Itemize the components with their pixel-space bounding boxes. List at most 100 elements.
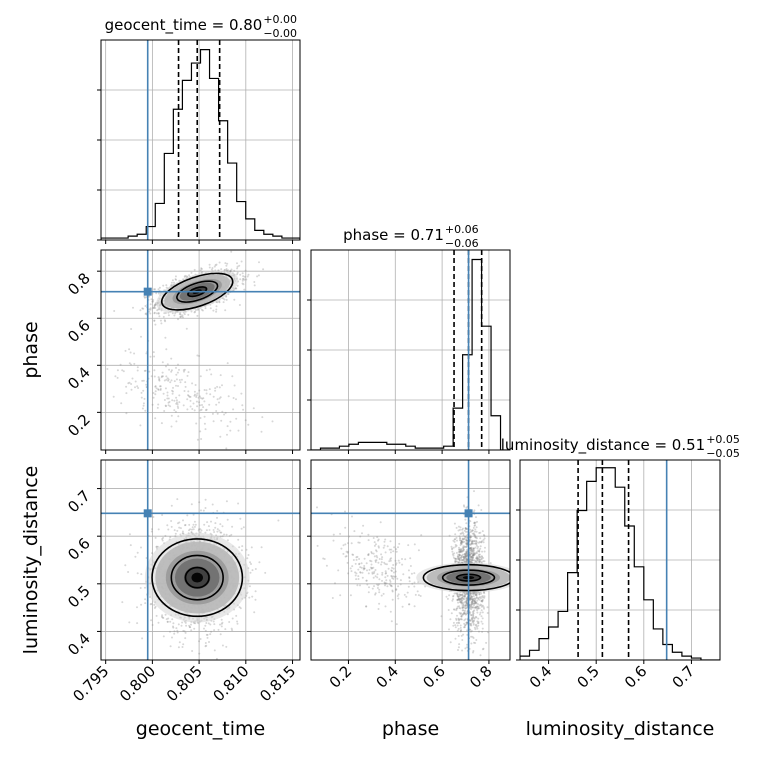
truth-marker xyxy=(143,509,152,518)
scatter-point xyxy=(477,605,480,608)
scatter-point xyxy=(226,518,229,521)
scatter-point xyxy=(223,413,226,416)
scatter-point xyxy=(473,617,476,620)
scatter-point xyxy=(469,592,472,595)
scatter-point xyxy=(229,270,232,272)
scatter-point xyxy=(473,609,476,612)
scatter-point xyxy=(139,424,142,427)
scatter-point xyxy=(175,366,177,369)
scatter-point xyxy=(171,636,173,639)
scatter-point xyxy=(128,533,131,536)
scatter-point xyxy=(159,319,162,322)
scatter-point xyxy=(463,622,466,625)
scatter-point xyxy=(463,601,466,604)
scatter-point xyxy=(455,536,458,539)
scatter-point xyxy=(183,313,186,316)
scatter-point xyxy=(195,400,198,403)
scatter-point xyxy=(394,570,397,573)
scatter-point xyxy=(472,554,475,557)
scatter-point xyxy=(454,557,457,560)
scatter-point xyxy=(221,410,224,413)
scatter-point xyxy=(457,601,460,604)
scatter-point xyxy=(205,369,208,372)
y-tick-label: 0.8 xyxy=(64,269,94,299)
scatter-point xyxy=(128,381,131,384)
scatter-point xyxy=(463,557,465,560)
scatter-point xyxy=(215,263,218,266)
scatter-point xyxy=(191,408,194,410)
scatter-point xyxy=(205,408,208,411)
scatter-point xyxy=(237,429,240,432)
scatter-point xyxy=(258,561,261,564)
scatter-point xyxy=(459,594,462,597)
scatter-point xyxy=(172,626,175,629)
scatter-point xyxy=(456,605,459,608)
scatter-point xyxy=(455,560,458,563)
scatter-point xyxy=(175,627,178,630)
scatter-point xyxy=(479,556,482,559)
scatter-point xyxy=(470,602,473,605)
scatter-point xyxy=(159,385,162,388)
scatter-point xyxy=(173,632,176,635)
scatter-point xyxy=(196,392,199,395)
scatter-point xyxy=(143,295,146,298)
scatter-point xyxy=(261,416,264,419)
scatter-point xyxy=(461,607,464,610)
scatter-point xyxy=(469,598,472,601)
scatter-point xyxy=(242,408,245,411)
scatter-point xyxy=(199,404,201,407)
scatter-point xyxy=(460,601,463,604)
scatter-point xyxy=(462,604,465,607)
scatter-point xyxy=(462,602,465,605)
scatter-point xyxy=(466,542,469,545)
scatter-point xyxy=(230,627,233,630)
scatter-point xyxy=(134,380,137,383)
scatter-point xyxy=(463,592,466,595)
scatter-point xyxy=(454,533,457,536)
scatter-point xyxy=(158,286,161,289)
scatter-point xyxy=(154,323,157,326)
scatter-point xyxy=(225,268,228,270)
scatter-point xyxy=(475,541,478,544)
scatter-point xyxy=(220,268,223,271)
scatter-point xyxy=(377,538,380,541)
scatter-point xyxy=(463,557,465,560)
scatter-point xyxy=(472,613,474,616)
scatter-point xyxy=(464,527,467,529)
scatter-point xyxy=(475,557,478,559)
scatter-point xyxy=(479,559,482,562)
scatter-point xyxy=(460,541,463,544)
scatter-point xyxy=(458,558,461,561)
scatter-point xyxy=(462,532,465,535)
scatter-point xyxy=(162,284,165,287)
scatter-point xyxy=(472,650,475,652)
scatter-point xyxy=(459,557,462,560)
scatter-point xyxy=(470,559,473,561)
scatter-point xyxy=(465,598,468,601)
scatter-point xyxy=(153,375,156,378)
scatter-point xyxy=(457,598,459,601)
scatter-point xyxy=(182,316,184,319)
scatter-point xyxy=(181,621,184,624)
scatter-point xyxy=(125,385,128,388)
scatter-point xyxy=(456,555,459,558)
scatter-point xyxy=(465,528,467,531)
scatter-point xyxy=(456,598,459,601)
scatter-point xyxy=(476,520,478,523)
y-ticks xyxy=(97,89,101,241)
scatter-point xyxy=(247,273,250,276)
scatter-point xyxy=(473,592,476,595)
scatter-point xyxy=(167,397,170,400)
scatter-point xyxy=(474,540,477,543)
scatter-point xyxy=(154,307,157,309)
scatter-point xyxy=(194,622,197,625)
scatter-point xyxy=(182,519,184,522)
x-ticks xyxy=(105,240,294,244)
scatter-point xyxy=(480,561,483,563)
scatter-point xyxy=(215,403,218,406)
scatter-point xyxy=(151,624,154,626)
scatter-point xyxy=(469,520,472,523)
scatter-point xyxy=(200,509,202,512)
scatter-point xyxy=(381,579,383,582)
